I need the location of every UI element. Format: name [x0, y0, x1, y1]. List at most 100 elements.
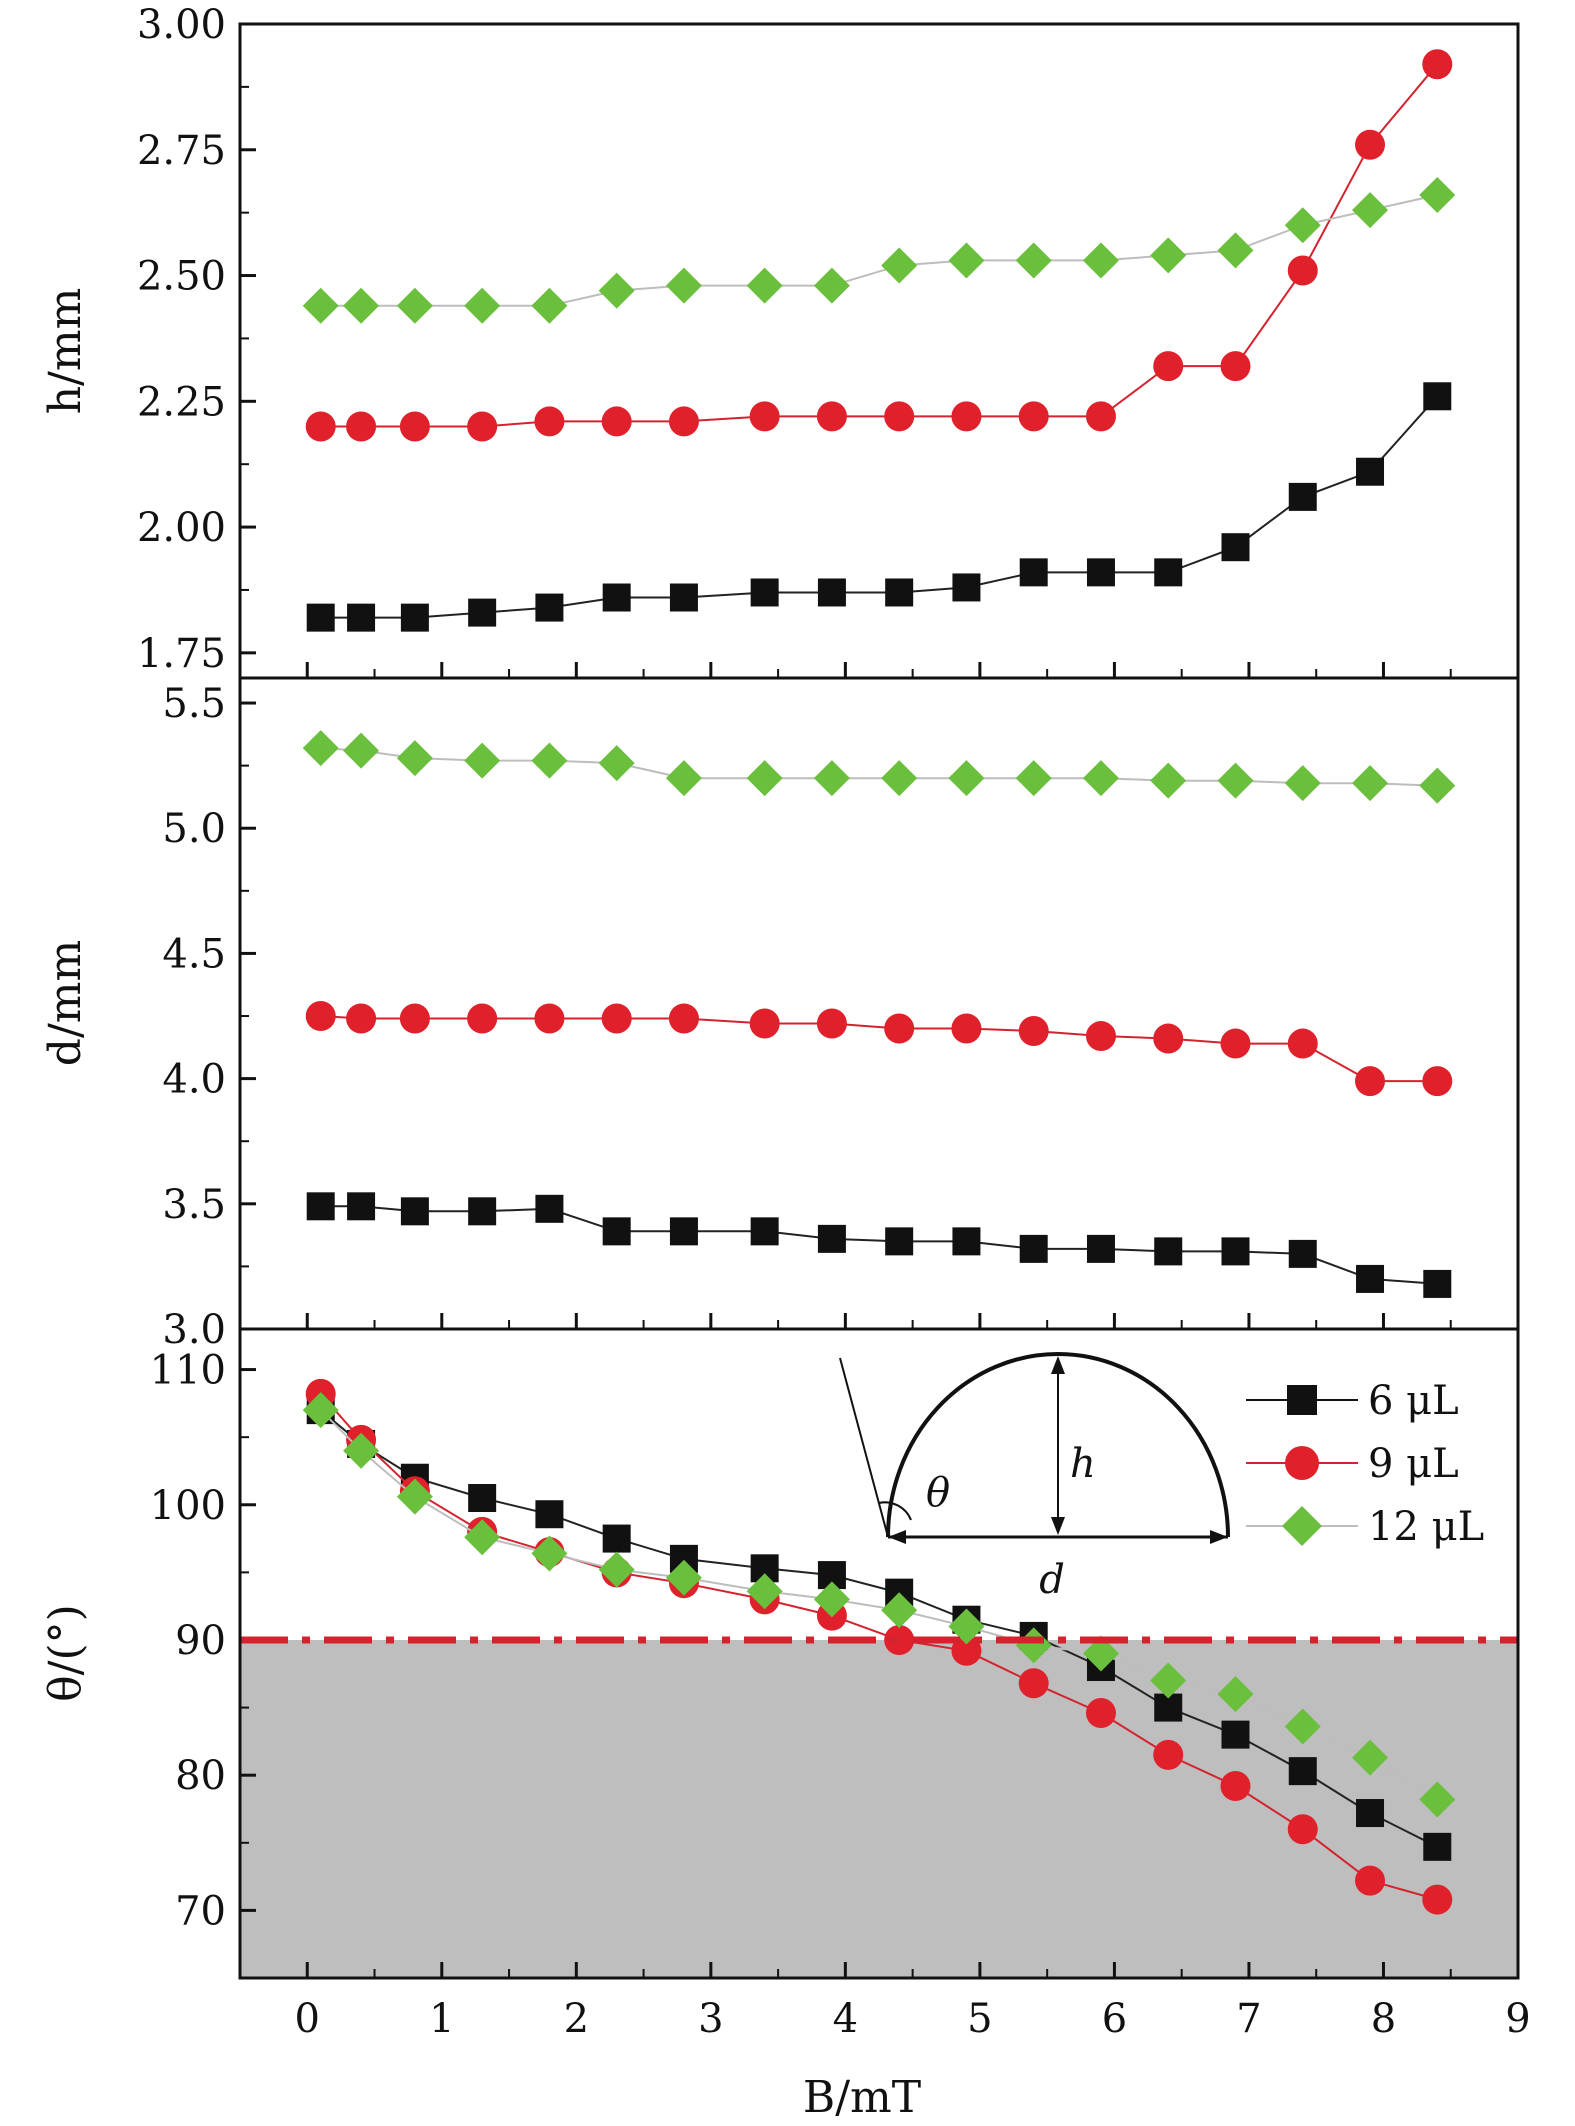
point-h-s0-15 — [1288, 482, 1317, 511]
x-tick-label-7: 7 — [1236, 1996, 1261, 2042]
point-theta-s1-9 — [884, 1624, 915, 1655]
point-h-s2-4 — [531, 287, 568, 324]
point-h-s2-12 — [1082, 242, 1119, 279]
x-tick-label-5: 5 — [967, 1996, 992, 2042]
point-h-s0-13 — [1154, 558, 1183, 587]
point-h-s2-11 — [1015, 242, 1052, 279]
point-h-s0-10 — [952, 573, 981, 602]
point-h-s0-4 — [535, 593, 564, 622]
point-h-s1-1 — [346, 411, 377, 442]
point-h-s2-17 — [1419, 177, 1456, 214]
point-d-s1-9 — [884, 1013, 915, 1044]
y-tick-label-h-5: 3.00 — [137, 2, 226, 48]
point-h-s2-13 — [1150, 237, 1187, 274]
point-h-s1-12 — [1085, 401, 1116, 432]
point-d-s1-12 — [1085, 1021, 1116, 1052]
point-theta-s1-15 — [1287, 1814, 1318, 1845]
point-d-s0-17 — [1423, 1269, 1452, 1298]
point-theta-s2-0 — [302, 1392, 339, 1429]
y-tick-label-h-1: 2.00 — [137, 505, 226, 551]
point-h-s1-0 — [305, 411, 336, 442]
point-h-s0-0 — [306, 603, 335, 632]
point-d-s0-4 — [535, 1194, 564, 1223]
contact-angle-arc — [878, 1501, 912, 1521]
point-d-s0-12 — [1086, 1234, 1115, 1263]
x-axis-label: B/mT — [803, 2072, 921, 2123]
point-d-s2-12 — [1082, 760, 1119, 797]
point-h-s1-15 — [1287, 255, 1318, 286]
point-d-s2-13 — [1150, 762, 1187, 799]
legend: 6 μL 9 μL 12 μL — [1246, 1378, 1484, 1550]
point-h-s0-7 — [750, 578, 779, 607]
point-d-s0-1 — [347, 1192, 376, 1221]
point-theta-s2-17 — [1419, 1781, 1456, 1818]
sketch-label-d: d — [1039, 1557, 1065, 1603]
point-d-s2-0 — [302, 730, 339, 767]
point-theta-s2-4 — [531, 1535, 568, 1572]
y-tick-label-theta-4: 110 — [150, 1348, 226, 1394]
point-d-s0-16 — [1356, 1264, 1385, 1293]
y-axis-label-d: d/mm — [40, 940, 91, 1066]
point-d-s0-0 — [306, 1192, 335, 1221]
series-line-h-1 — [320, 63, 1439, 428]
point-h-s0-8 — [817, 578, 846, 607]
droplet-sketch: θ h d — [839, 1352, 1230, 1603]
point-d-s0-11 — [1019, 1234, 1048, 1263]
point-d-s1-15 — [1287, 1028, 1318, 1059]
point-h-s2-2 — [396, 287, 433, 324]
point-d-s1-4 — [534, 1003, 565, 1034]
x-tick-label-6: 6 — [1102, 1996, 1127, 2042]
point-theta-s2-16 — [1352, 1739, 1389, 1776]
point-theta-s2-7 — [746, 1573, 783, 1610]
point-d-s0-7 — [750, 1217, 779, 1246]
point-h-s0-12 — [1086, 558, 1115, 587]
point-h-s1-9 — [884, 401, 915, 432]
point-h-s0-5 — [602, 583, 631, 612]
point-d-s2-1 — [343, 732, 380, 769]
point-h-s0-2 — [400, 603, 429, 632]
point-h-s2-16 — [1352, 192, 1389, 229]
point-h-s1-3 — [467, 411, 498, 442]
point-h-s1-4 — [534, 406, 565, 437]
point-d-s2-11 — [1015, 760, 1052, 797]
droplet-outline — [886, 1352, 1230, 1538]
point-h-s0-17 — [1423, 382, 1452, 411]
point-h-s2-9 — [881, 247, 918, 284]
point-theta-s2-11 — [1015, 1627, 1052, 1664]
legend-marker-9uL — [1285, 1446, 1319, 1480]
x-tick-label-9: 9 — [1505, 1996, 1530, 2042]
series-line-h-2 — [320, 194, 1438, 307]
point-d-s2-4 — [531, 742, 568, 779]
point-h-s2-10 — [948, 242, 985, 279]
point-theta-s2-10 — [948, 1608, 985, 1645]
point-theta-s2-2 — [396, 1478, 433, 1515]
point-d-s0-10 — [952, 1227, 981, 1256]
x-tick-label-3: 3 — [698, 1996, 723, 2042]
point-d-s1-2 — [399, 1003, 430, 1034]
point-d-s2-3 — [464, 742, 501, 779]
point-h-s1-11 — [1018, 401, 1049, 432]
point-h-s0-3 — [468, 598, 497, 627]
tangent-line — [839, 1357, 889, 1538]
point-h-s0-9 — [885, 578, 914, 607]
point-h-s2-15 — [1284, 207, 1321, 244]
point-d-s1-1 — [346, 1003, 377, 1034]
point-h-s2-0 — [302, 287, 339, 324]
point-theta-s0-15 — [1288, 1757, 1317, 1786]
point-h-s2-5 — [598, 272, 635, 309]
point-theta-s1-12 — [1085, 1697, 1116, 1728]
point-theta-s0-17 — [1423, 1832, 1452, 1861]
point-h-s2-7 — [746, 267, 783, 304]
point-h-s1-8 — [816, 401, 847, 432]
point-d-s1-13 — [1153, 1023, 1184, 1054]
legend-label-6uL: 6 μL — [1368, 1378, 1459, 1424]
point-d-s2-6 — [665, 760, 702, 797]
point-h-s1-6 — [668, 406, 699, 437]
point-h-s2-3 — [464, 287, 501, 324]
point-theta-s1-17 — [1422, 1884, 1453, 1915]
plot-frame — [238, 22, 1520, 1980]
point-h-s1-16 — [1355, 129, 1386, 160]
point-d-s1-16 — [1355, 1066, 1386, 1097]
point-h-s0-14 — [1221, 533, 1250, 562]
